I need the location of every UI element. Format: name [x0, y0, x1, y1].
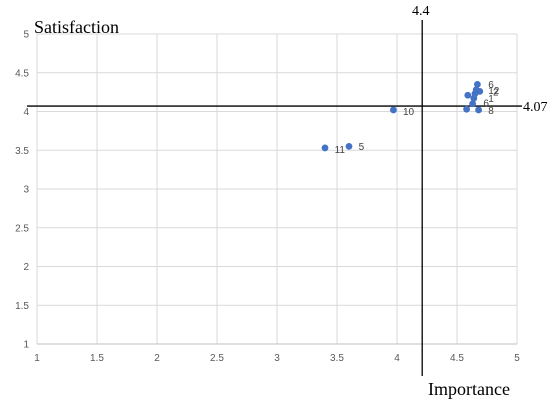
x-axis-title: Importance [428, 379, 510, 399]
x-tick-label: 3.5 [330, 353, 344, 364]
data-point [475, 106, 482, 114]
points-layer [321, 80, 484, 152]
x-tick-label: 2.5 [210, 353, 224, 364]
point-label: 6 [483, 98, 489, 109]
y-threshold-label: 4.07 [523, 100, 548, 115]
point-label: 11 [335, 145, 346, 156]
point-label: 10 [403, 107, 415, 118]
data-point [390, 106, 397, 114]
x-tick-label: 1.5 [90, 353, 104, 364]
point-label: 1 [488, 94, 494, 105]
y-tick-label: 4.5 [15, 68, 29, 79]
x-tick-label: 5 [514, 353, 520, 364]
data-point [345, 142, 353, 150]
point-label: 5 [359, 142, 365, 153]
y-axis-title: Satisfaction [34, 17, 119, 37]
data-point [476, 87, 484, 95]
y-tick-label: 1 [23, 340, 29, 351]
data-point [321, 144, 329, 152]
x-threshold-label: 4.4 [412, 4, 430, 19]
x-tick-label: 1 [34, 353, 40, 364]
y-tick-label: 5 [23, 30, 29, 41]
point-label: 6 [488, 80, 494, 91]
y-tick-label: 4 [23, 107, 29, 118]
y-tick-label: 2.5 [15, 223, 29, 234]
point-label: 12 [488, 86, 500, 97]
x-tick-label: 2 [154, 353, 160, 364]
data-point [469, 100, 476, 108]
y-tick-label: 1.5 [15, 301, 29, 312]
y-tick-label: 3 [23, 185, 29, 196]
labels-layer: Satisfaction Importance 4.4 4.07 [34, 4, 548, 399]
data-point [464, 91, 472, 99]
data-point [474, 80, 481, 88]
point-label: 2 [493, 88, 499, 99]
grid-layer [36, 33, 518, 345]
ticks-layer: 1 1.5 2 2.5 3 3.5 4 4.5 5 1 1.5 2 2.5 3 3.5 4 4.5 5 [15, 30, 520, 365]
y-tick-label: 3.5 [15, 146, 29, 157]
point-label: 8 [488, 106, 494, 117]
x-tick-label: 4.5 [450, 353, 464, 364]
threshold-layer [27, 20, 522, 376]
x-tick-label: 3 [274, 353, 280, 364]
x-tick-label: 4 [394, 353, 400, 364]
data-point [463, 105, 470, 113]
y-tick-label: 2 [23, 262, 29, 273]
